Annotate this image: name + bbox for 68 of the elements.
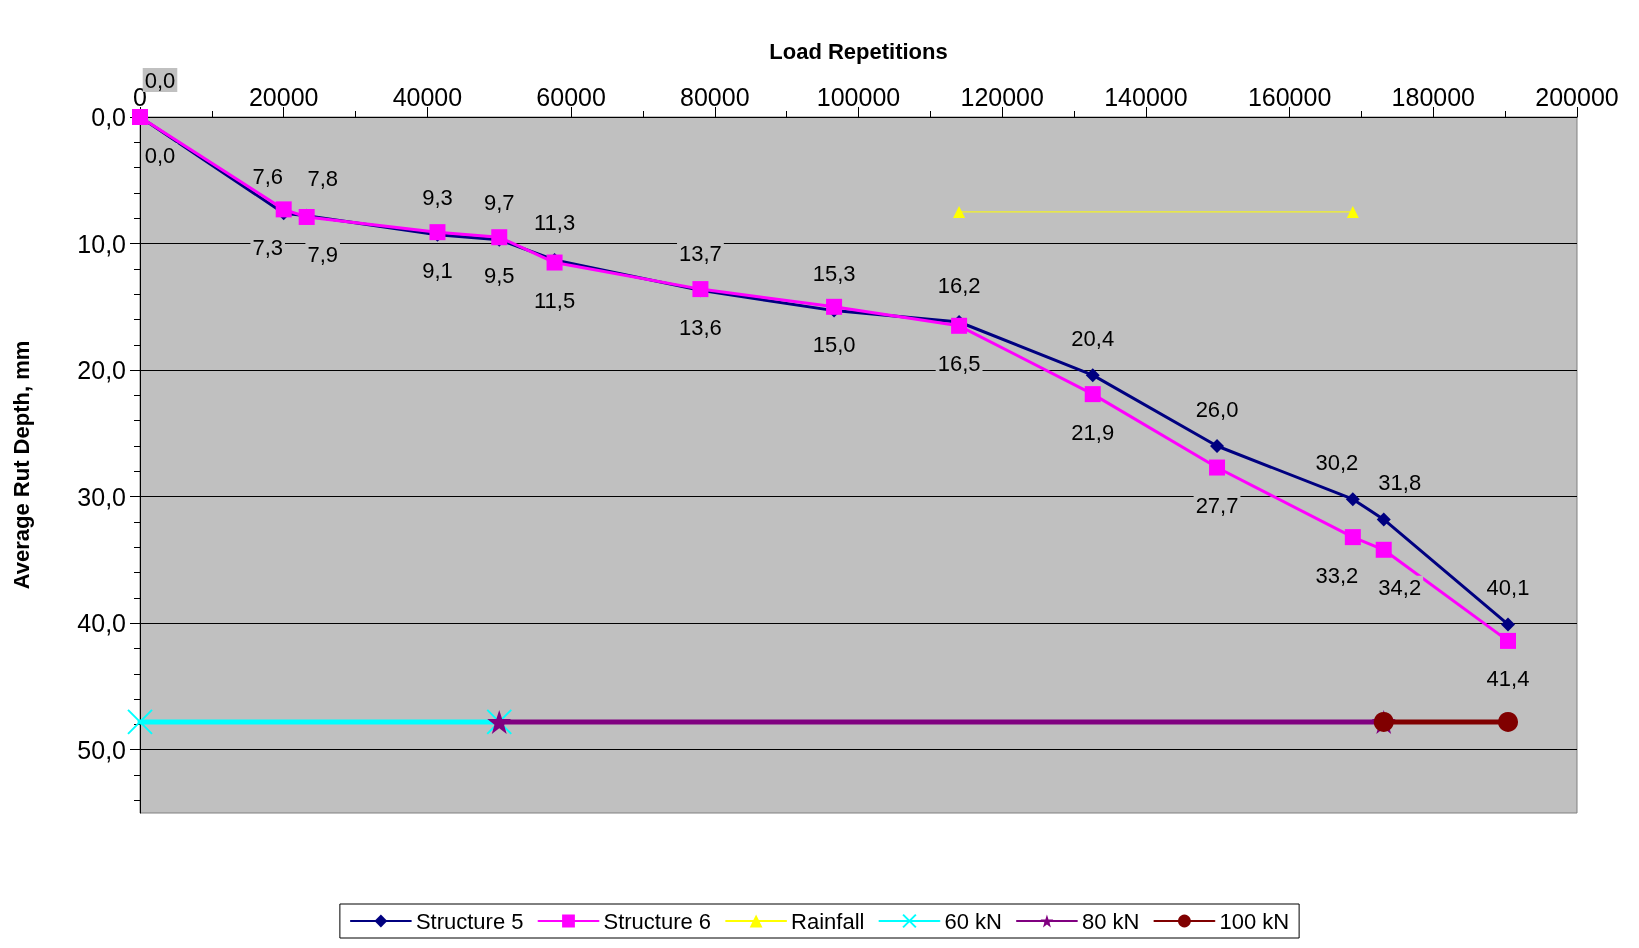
x-tick-label: 60000	[536, 82, 606, 111]
x-tick-label: 120000	[960, 82, 1044, 111]
x-axis-title: Load Repetitions	[769, 38, 948, 64]
legend-label: Rainfall	[791, 908, 865, 934]
data-label: 11,3	[533, 210, 576, 236]
x-tick-label: 100000	[816, 82, 901, 111]
data-label: 33,2	[1315, 562, 1359, 588]
data-label: 9,5	[483, 262, 515, 288]
point	[1345, 492, 1360, 507]
data-label: 15,3	[812, 261, 856, 287]
data-label: 31,8	[1378, 469, 1422, 495]
data-label: 30,2	[1315, 449, 1359, 475]
data-label: 13,7	[679, 240, 722, 266]
data-label: 0,0	[144, 142, 176, 168]
point	[127, 708, 153, 735]
x-tick-label: 80000	[680, 82, 750, 111]
data-label: 34,2	[1378, 575, 1422, 601]
y-tick-label: 10,0	[77, 229, 126, 258]
y-tick-label: 20,0	[77, 356, 126, 385]
point	[1344, 529, 1361, 546]
legend-label: 100 kN	[1219, 908, 1290, 934]
y-axis-title: Average Rut Depth, mm	[8, 340, 34, 590]
data-label: 7,3	[252, 234, 283, 260]
point	[1375, 541, 1392, 558]
legend-label: 80 kN	[1081, 908, 1140, 934]
legend-label: Structure 5	[415, 908, 524, 934]
data-label: 26,0	[1195, 396, 1239, 422]
data-label: 7,8	[307, 166, 338, 192]
point	[1210, 439, 1225, 454]
data-label: 9,7	[483, 190, 515, 216]
x-tick-label: 200000	[1535, 82, 1619, 111]
point	[546, 254, 563, 271]
data-label: 20,4	[1071, 325, 1115, 351]
legend-label: 60 kN	[944, 908, 1002, 934]
point	[951, 317, 968, 334]
legend-label: Structure 6	[603, 908, 712, 934]
x-tick-label: 20000	[248, 82, 319, 111]
point	[1498, 711, 1519, 732]
data-label: 27,7	[1195, 493, 1239, 519]
data-label: 11,5	[533, 288, 576, 314]
data-label: 16,2	[937, 272, 981, 298]
point	[826, 298, 843, 315]
point	[275, 201, 292, 218]
data-label: 9,1	[422, 257, 453, 283]
data-label: 16,5	[937, 351, 981, 377]
data-label: 13,6	[679, 314, 722, 340]
point	[1085, 368, 1100, 383]
y-tick-label: 40,0	[77, 609, 126, 638]
point	[1084, 386, 1101, 403]
x-tick-label: 160000	[1247, 82, 1332, 111]
x-tick-label: 180000	[1391, 82, 1476, 111]
point	[1376, 512, 1391, 527]
data-label: 7,6	[252, 163, 283, 189]
y-tick-label: 0,0	[91, 103, 126, 131]
data-label: 7,9	[307, 242, 338, 268]
data-label: 40,1	[1486, 574, 1530, 600]
y-tick-label: 30,0	[77, 482, 126, 511]
data-label: 0,0	[144, 67, 176, 93]
data-label: 41,4	[1486, 666, 1530, 692]
point	[1501, 617, 1516, 632]
data-label: 9,3	[422, 185, 453, 211]
data-label: 21,9	[1071, 419, 1115, 445]
y-tick-label: 50,0	[77, 735, 126, 764]
point	[1209, 459, 1226, 476]
x-tick-label: 140000	[1104, 82, 1188, 111]
point	[1500, 632, 1517, 649]
x-tick-label: 40000	[392, 82, 463, 111]
data-label: 15,0	[812, 332, 856, 358]
